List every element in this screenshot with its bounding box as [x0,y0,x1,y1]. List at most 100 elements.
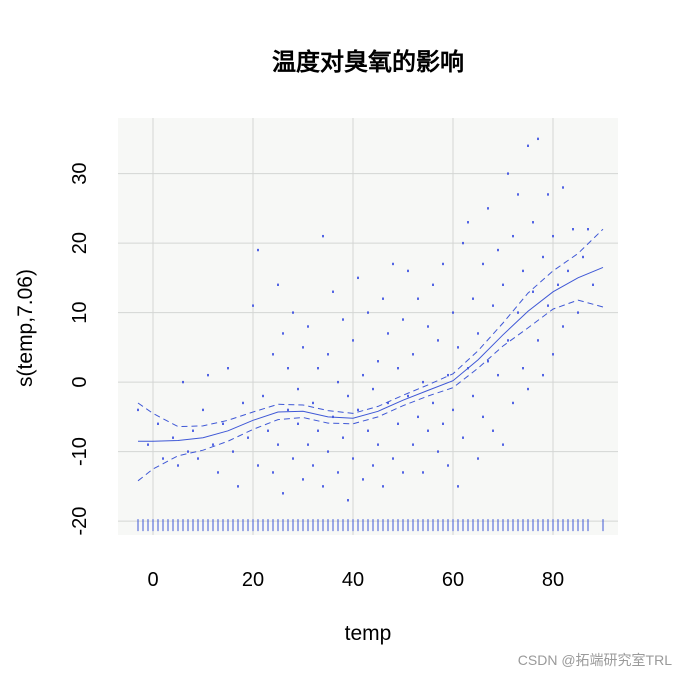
residual-point [322,234,324,238]
y-tick-label: -20 [69,507,91,536]
residual-point [352,339,354,342]
residual-point [437,339,439,342]
residual-point [417,415,419,419]
residual-point [567,269,569,273]
residual-point [552,353,554,356]
residual-point [172,436,174,439]
residual-point [372,464,374,467]
residual-point [247,436,249,439]
residual-point [362,478,364,481]
residual-point [412,443,414,446]
residual-point [457,346,459,349]
residual-point [497,373,499,377]
residual-point [377,360,379,363]
residual-point [367,429,369,432]
x-tick-label: 40 [342,569,364,591]
residual-point [222,422,224,425]
residual-point [417,297,419,300]
residual-point [147,443,149,446]
confidence-band-line [137,228,604,428]
residual-point [487,207,489,210]
residual-point [502,283,504,286]
residual-point [532,221,534,224]
residual-point [227,367,229,370]
residual-point [157,422,159,425]
residual-point [232,450,234,453]
residual-point [382,297,384,300]
residual-point [512,401,514,405]
residual-point [297,422,299,425]
smooth-lines [137,228,604,482]
residual-point [337,380,339,384]
residual-point [302,346,304,349]
residual-point [337,471,339,474]
residual-point [197,457,199,460]
smooth-fit-line [138,266,604,442]
y-tick-label: 0 [69,377,91,388]
residual-point [287,367,289,370]
residual-point [347,499,349,502]
residual-point [302,478,304,481]
residual-point [427,325,429,328]
residual-point [432,283,434,286]
residual-point [507,339,509,342]
residual-point [587,228,589,231]
x-tick-labels: 0 20 40 60 80 [147,569,564,591]
residual-point [307,325,309,328]
residual-point [322,485,324,488]
residual-point [267,429,269,432]
residual-point [492,304,494,307]
residual-point [562,325,564,328]
residual-point [542,373,544,377]
residual-point [407,269,409,273]
residual-point [392,262,394,266]
residual-point [422,471,424,474]
residual-point [292,311,294,314]
residual-point [327,450,329,453]
residual-point [252,304,254,307]
residual-point [277,283,279,286]
y-tick-label: -10 [69,437,91,466]
residual-point [362,373,364,377]
residual-point [477,332,479,335]
residual-point [497,248,499,252]
residual-point [402,318,404,321]
residual-point [162,457,164,460]
residual-point [452,408,454,412]
residual-point [432,401,434,405]
residual-point [357,408,359,412]
y-axis-label: s(temp,7.06) [14,269,37,387]
residual-point [187,450,189,453]
residual-point [282,492,284,495]
residual-point [382,485,384,488]
residual-point [582,255,584,259]
residual-point [537,137,539,141]
residual-point [237,485,239,488]
residual-point [492,429,494,432]
residual-point [307,443,309,446]
residual-point [387,332,389,335]
residual-point [342,436,344,439]
residual-point [387,401,389,405]
residual-point [202,408,204,412]
residual-point [392,457,394,460]
residual-point [467,221,469,224]
residual-point [212,443,214,446]
residual-point [592,283,594,286]
y-tick-labels: -20 -10 0 10 20 30 [69,162,91,535]
residual-point [532,290,534,293]
residual-point [542,255,544,259]
residual-point [217,471,219,474]
residual-point [447,373,449,377]
residual-point [377,443,379,446]
residual-point [472,297,474,300]
residual-point [347,394,349,398]
residual-point [437,450,439,453]
residual-point [287,408,289,412]
residual-point [257,464,259,467]
residual-point [412,353,414,356]
residual-point [537,339,539,342]
residual-point [317,429,319,432]
x-tick-label: 0 [147,569,158,591]
